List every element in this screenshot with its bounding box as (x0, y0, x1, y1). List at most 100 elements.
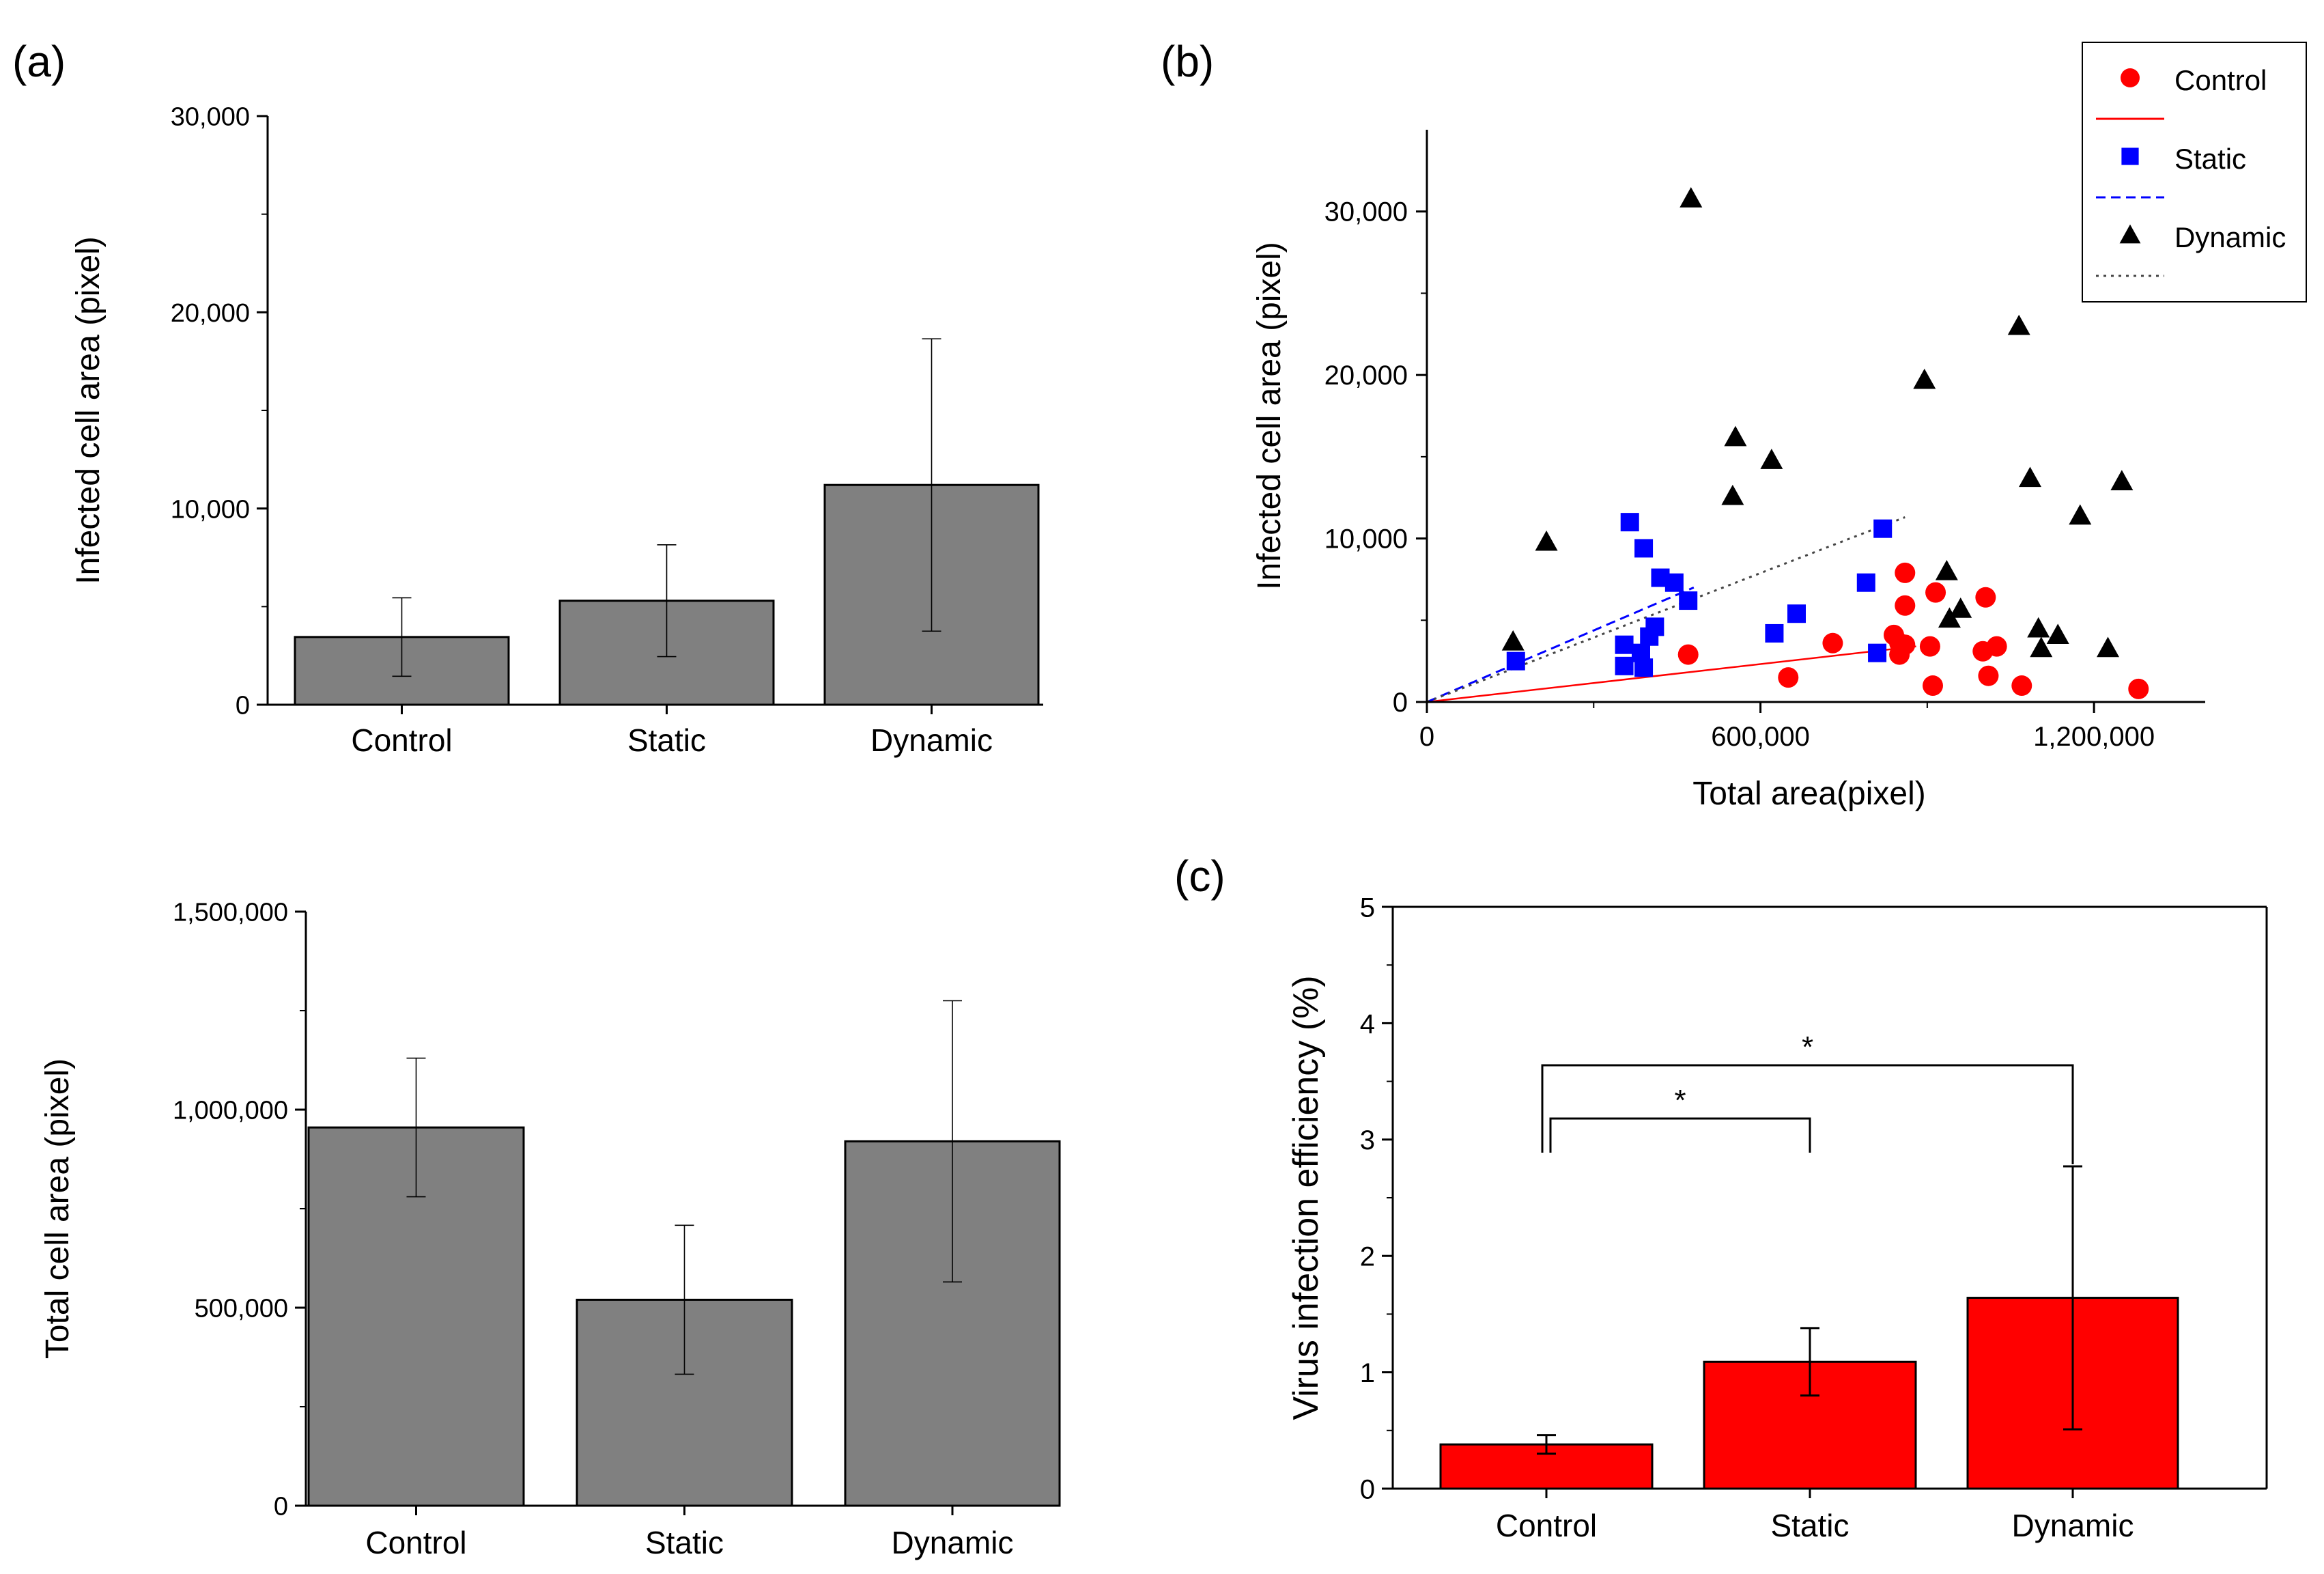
point-control (1925, 582, 1946, 603)
y-tick-label: 10,000 (1324, 524, 1408, 554)
chart-efficiency-bars: (c) * * 0 1 2 3 4 5 Control Static Dynamic Virus… (1174, 852, 2268, 1543)
point-control (1986, 636, 2007, 657)
error-bar-control (392, 597, 412, 677)
chart-scatter: (b) 0 10,000 20,000 30,000 0 600,000 1,200,00… (1161, 37, 2307, 812)
significance-bracket: * (1549, 1084, 1811, 1153)
y-tick-label: 30,000 (1324, 197, 1408, 227)
x-tick-label: Static (627, 722, 706, 758)
point-static (1506, 651, 1525, 671)
y-tick-label: 10,000 (171, 495, 250, 524)
point-control (1978, 665, 1999, 686)
point-dynamic (2027, 617, 2050, 638)
y-tick-label: 3 (1360, 1125, 1375, 1155)
point-dynamic (2007, 314, 2030, 335)
x-tick-label: Dynamic (892, 1525, 1014, 1560)
error-bar-dynamic (2063, 1165, 2082, 1431)
error-bar-dynamic (943, 1000, 962, 1283)
point-control (1895, 634, 1916, 656)
legend-marker-control (2121, 68, 2140, 87)
point-dynamic (1760, 449, 1783, 469)
y-tick-label: 2 (1360, 1242, 1375, 1272)
point-static (1868, 643, 1887, 662)
x-tick-label: 600,000 (1711, 722, 1810, 752)
x-tick-label: Control (351, 722, 452, 758)
legend-label: Static (2174, 143, 2246, 175)
point-dynamic (1721, 484, 1744, 505)
panel-label-c: (c) (1174, 852, 1225, 901)
point-static (1679, 591, 1698, 610)
y-tick-label: 0 (274, 1493, 288, 1521)
point-dynamic (2110, 470, 2134, 490)
point-static (1856, 573, 1875, 592)
point-dynamic (1935, 559, 1958, 580)
y-tick-label: 30,000 (171, 103, 250, 132)
point-dynamic (1724, 425, 1747, 447)
y-tick-label: 1,000,000 (173, 1097, 288, 1125)
point-static (1645, 617, 1664, 636)
x-tick-label: Control (1496, 1508, 1597, 1543)
point-control (1919, 636, 1940, 657)
point-dynamic (2030, 636, 2053, 658)
point-dynamic (2097, 636, 2119, 658)
point-dynamic (2019, 466, 2041, 488)
point-dynamic (1680, 187, 1703, 208)
legend: Control Static Dynamic (2082, 42, 2307, 303)
panel-label-a: (a) (12, 37, 66, 86)
y-tick-label: 20,000 (1324, 361, 1408, 391)
point-static (1765, 623, 1784, 643)
y-axis-label: Infected cell area (pixel) (70, 236, 107, 585)
point-dynamic (1501, 630, 1525, 651)
y-tick-label: 4 (1360, 1009, 1375, 1039)
significance-label: * (1802, 1030, 1813, 1064)
x-tick-label: Dynamic (2012, 1508, 2134, 1543)
point-dynamic (1535, 530, 1558, 551)
x-tick-label: Static (645, 1525, 724, 1560)
error-bar-control (1537, 1434, 1556, 1455)
point-dynamic (2069, 504, 2092, 525)
legend-label: Control (2174, 64, 2267, 96)
error-bar-static (657, 544, 677, 658)
point-static (1634, 539, 1654, 558)
point-control (1677, 644, 1699, 665)
error-bar-static (1800, 1327, 1819, 1397)
y-tick-label: 0 (1393, 688, 1408, 718)
y-tick-label: 0 (236, 692, 250, 720)
point-control (2128, 678, 2149, 699)
legend-label: Dynamic (2174, 221, 2286, 253)
chart-infected-area-bars: (a) 0 10,000 20,000 30,000 Control Static Dyn… (12, 37, 1043, 758)
fit-line-dynamic (1426, 516, 1905, 703)
point-static (1873, 519, 1893, 538)
y-axis-label: Virus infection efficiency (%) (1286, 975, 1326, 1420)
error-bar-control (406, 1057, 426, 1198)
point-control (1895, 595, 1916, 616)
point-dynamic (2046, 623, 2069, 645)
x-tick-label: 1,200,000 (2033, 722, 2155, 752)
chart-total-area-bars: 0 500,000 1,000,000 1,500,000 Control Static… (40, 899, 1061, 1560)
y-tick-label: 1,500,000 (173, 899, 288, 927)
fit-line-static (1426, 587, 1695, 703)
point-control (1975, 587, 1996, 608)
point-static (1615, 656, 1634, 675)
legend-marker-dynamic (2119, 224, 2141, 244)
y-axis-label: Infected cell area (pixel) (1251, 242, 1288, 590)
x-tick-label: Control (365, 1525, 466, 1560)
point-static (1620, 513, 1639, 532)
legend-marker-static (2121, 147, 2139, 165)
x-tick-label: 0 (1419, 722, 1434, 752)
y-tick-label: 1 (1360, 1358, 1375, 1388)
point-static (1664, 573, 1684, 592)
point-control (1822, 632, 1843, 654)
point-control (1895, 562, 1916, 583)
point-dynamic (1938, 607, 1961, 628)
significance-label: * (1674, 1084, 1686, 1117)
point-static (1787, 604, 1806, 623)
legend-box (2082, 42, 2307, 303)
significance-bracket: * (1541, 1030, 2074, 1164)
x-axis-label: Total area(pixel) (1692, 776, 1925, 812)
x-tick-label: Dynamic (870, 722, 993, 758)
point-dynamic (1913, 368, 1936, 389)
fit-line-control (1426, 645, 1916, 703)
error-bar-dynamic (922, 338, 941, 632)
y-axis-label: Total cell area (pixel) (40, 1058, 76, 1359)
